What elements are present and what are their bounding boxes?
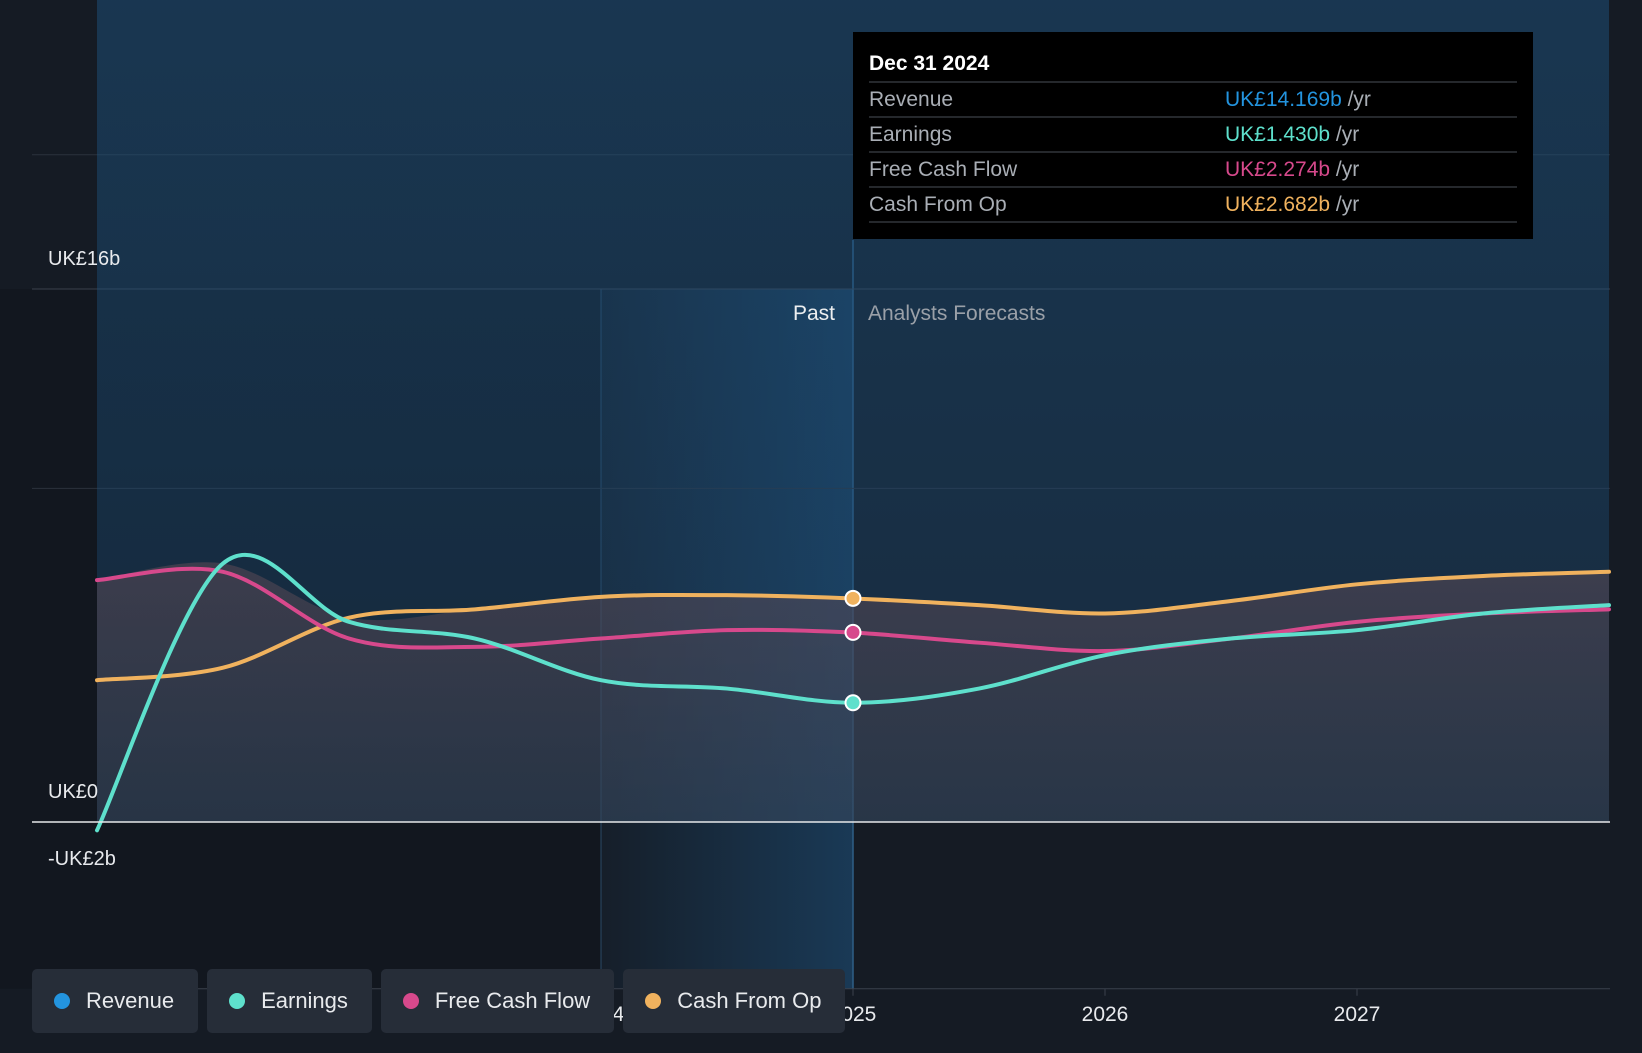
tooltip-date: Dec 31 2024	[869, 52, 990, 75]
tooltip-label: Revenue	[869, 88, 953, 111]
legend-dot-cash-from-op	[645, 993, 662, 1009]
tooltip-value-unit: /yr	[1330, 193, 1359, 216]
legend-item-free-cash-flow[interactable]: Free Cash Flow	[380, 969, 615, 1033]
past-label: Past	[793, 302, 835, 325]
forecast-label: Analysts Forecasts	[868, 302, 1045, 325]
marker-cash-from-op	[844, 589, 862, 607]
legend-label-free-cash-flow: Free Cash Flow	[434, 988, 591, 1013]
tooltip-box	[853, 32, 1533, 239]
tooltip-value-amount: UK£2.274b	[1225, 158, 1330, 181]
legend-label-earnings: Earnings	[261, 988, 348, 1013]
tooltip-label: Free Cash Flow	[869, 158, 1018, 181]
tooltip-value: UK£2.682b /yr	[1225, 193, 1359, 216]
marker-free-cash-flow	[844, 623, 862, 641]
tooltip-value-unit: /yr	[1342, 88, 1371, 111]
lower-series-area	[97, 562, 1609, 822]
tooltip-value-unit: /yr	[1330, 158, 1359, 181]
legend-dot-earnings	[229, 993, 246, 1009]
tooltip-label: Earnings	[869, 123, 952, 146]
tooltip-value-amount: UK£14.169b	[1225, 88, 1342, 111]
x-tick-label: 2026	[1082, 1003, 1129, 1026]
tooltip-value: UK£2.274b /yr	[1225, 158, 1359, 181]
tooltip-value: UK£1.430b /yr	[1225, 123, 1359, 146]
tooltip-value-amount: UK£1.430b	[1225, 123, 1330, 146]
y-tick-label: UK£0	[48, 781, 98, 803]
legend-item-revenue[interactable]: Revenue	[32, 969, 199, 1033]
tooltip-label: Cash From Op	[869, 193, 1007, 216]
legend-dot-free-cash-flow	[402, 993, 419, 1009]
x-tick-label: 2027	[1334, 1003, 1381, 1026]
legend-item-cash-from-op[interactable]: Cash From Op	[623, 969, 846, 1033]
tooltip-value-unit: /yr	[1330, 123, 1359, 146]
legend-item-earnings[interactable]: Earnings	[207, 969, 372, 1033]
series-line-earnings	[95, 553, 1611, 833]
chart-legend: Revenue Earnings Free Cash Flow Cash Fro…	[32, 969, 846, 1033]
marker-earnings	[844, 694, 862, 712]
y-tick-label: -UK£2b	[48, 848, 116, 870]
tooltip-value-amount: UK£2.682b	[1225, 193, 1330, 216]
legend-label-cash-from-op: Cash From Op	[677, 988, 822, 1013]
tooltip-value: UK£14.169b /yr	[1225, 88, 1371, 111]
y-tick-label: UK£16b	[48, 248, 120, 270]
legend-dot-revenue	[54, 993, 70, 1009]
legend-label-revenue: Revenue	[86, 988, 175, 1013]
